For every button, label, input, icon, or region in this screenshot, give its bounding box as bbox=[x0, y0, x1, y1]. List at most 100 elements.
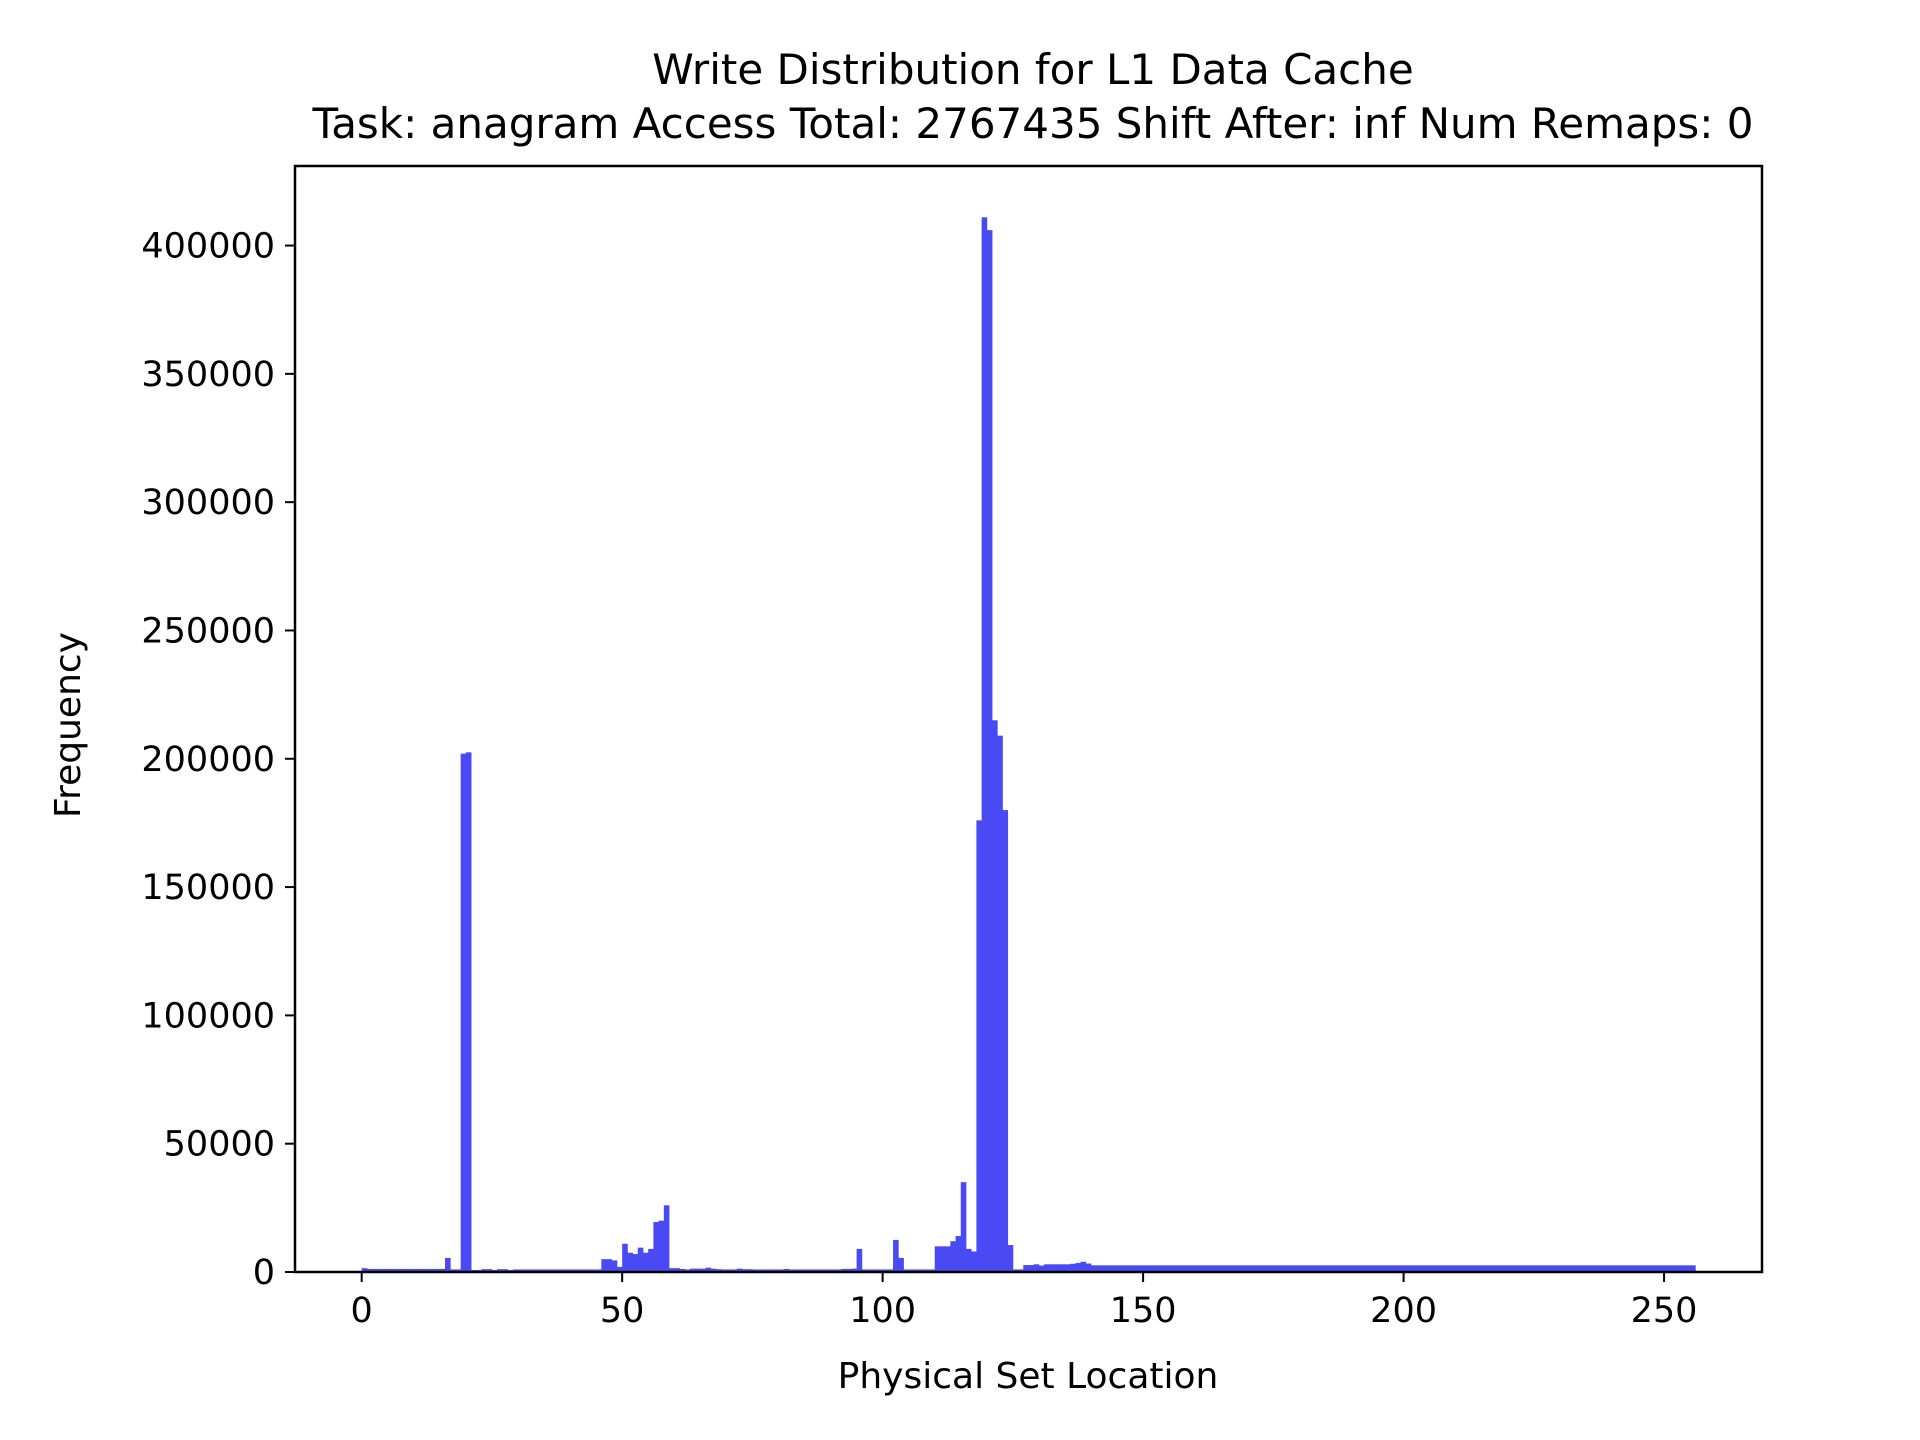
x-tick-label: 150 bbox=[1110, 1291, 1177, 1331]
histogram-bar bbox=[773, 1269, 779, 1272]
histogram-bar bbox=[648, 1248, 654, 1272]
histogram-bar bbox=[1049, 1264, 1055, 1272]
histogram-bar bbox=[674, 1268, 680, 1272]
histogram-bar bbox=[731, 1269, 738, 1272]
histogram-bar bbox=[1023, 1265, 1029, 1272]
histogram-bar bbox=[1044, 1264, 1050, 1272]
histogram-bar bbox=[945, 1246, 951, 1272]
histogram-bar bbox=[903, 1269, 910, 1272]
histogram-bar bbox=[965, 1248, 972, 1272]
histogram-bar bbox=[361, 1268, 368, 1272]
histogram-bar bbox=[788, 1269, 795, 1272]
histogram-bar bbox=[1007, 1245, 1014, 1272]
histogram-bar bbox=[820, 1269, 826, 1272]
histogram-bar bbox=[762, 1269, 769, 1272]
histogram-bar bbox=[643, 1252, 649, 1272]
histogram-bar bbox=[382, 1268, 389, 1272]
histogram-bar bbox=[867, 1269, 873, 1272]
histogram-bar-tail bbox=[1091, 1265, 1696, 1272]
histogram-bar bbox=[377, 1268, 383, 1272]
histogram-bar bbox=[1064, 1264, 1071, 1272]
histogram-bar bbox=[898, 1257, 904, 1272]
histogram-bar bbox=[564, 1269, 571, 1272]
histogram-bar bbox=[554, 1269, 561, 1272]
histogram-bar bbox=[486, 1269, 493, 1272]
histogram-bar bbox=[533, 1269, 540, 1272]
histogram-bar bbox=[616, 1266, 623, 1272]
chart-title: Write Distribution for L1 Data Cache bbox=[652, 45, 1413, 94]
histogram-bar bbox=[768, 1269, 774, 1272]
histogram-bar bbox=[1070, 1263, 1076, 1272]
histogram-bar bbox=[877, 1269, 884, 1272]
histogram-bar bbox=[1002, 810, 1009, 1272]
histogram-bar bbox=[465, 752, 472, 1272]
histogram-bar bbox=[585, 1269, 592, 1272]
histogram-bar bbox=[559, 1269, 566, 1272]
x-tick-label: 250 bbox=[1631, 1291, 1698, 1331]
histogram-bar bbox=[611, 1260, 618, 1272]
histogram-bar bbox=[830, 1269, 837, 1272]
histogram-bar bbox=[997, 735, 1003, 1272]
histogram-bar bbox=[976, 820, 983, 1272]
histogram-bar bbox=[450, 1269, 456, 1272]
histogram-bar bbox=[1028, 1265, 1035, 1272]
chart-subtitle: Task: anagram Access Total: 2767435 Shif… bbox=[311, 99, 1753, 148]
histogram-bar bbox=[372, 1268, 378, 1272]
histogram-bar bbox=[1012, 1269, 1019, 1272]
y-tick-label: 150000 bbox=[141, 868, 275, 908]
y-tick-label: 200000 bbox=[141, 740, 275, 780]
histogram-bar bbox=[575, 1269, 581, 1272]
histogram-bar bbox=[403, 1268, 409, 1272]
x-tick-label: 100 bbox=[849, 1291, 916, 1331]
histogram-bar bbox=[429, 1268, 436, 1272]
x-axis-label: Physical Set Location bbox=[838, 1356, 1219, 1397]
histogram-bar bbox=[856, 1248, 863, 1272]
plot-frame bbox=[293, 164, 1764, 1274]
histogram-bar bbox=[799, 1269, 805, 1272]
histogram-bar bbox=[700, 1268, 706, 1272]
histogram-bar bbox=[778, 1269, 785, 1272]
histogram-bar bbox=[580, 1269, 587, 1272]
histogram-bar bbox=[434, 1268, 441, 1272]
y-tick-label: 300000 bbox=[141, 483, 275, 523]
histogram-bar bbox=[752, 1269, 759, 1272]
histogram-bar bbox=[913, 1269, 920, 1272]
histogram-bar bbox=[637, 1247, 644, 1272]
histogram-bar bbox=[689, 1268, 696, 1272]
histogram-bar bbox=[1054, 1264, 1061, 1272]
histogram-bar bbox=[705, 1267, 712, 1272]
histogram-bar bbox=[715, 1269, 722, 1272]
histogram-bar bbox=[783, 1268, 790, 1272]
x-tick-label: 50 bbox=[600, 1291, 645, 1331]
histogram-bar bbox=[658, 1220, 665, 1272]
histogram-bar bbox=[1033, 1264, 1040, 1272]
x-tick-label: 0 bbox=[351, 1291, 373, 1331]
histogram-bar bbox=[1018, 1269, 1024, 1272]
histogram-bar bbox=[424, 1268, 430, 1272]
histogram-bar bbox=[934, 1246, 941, 1272]
histogram-bar bbox=[939, 1246, 946, 1272]
histogram-bar bbox=[366, 1268, 373, 1272]
histogram-bar bbox=[512, 1269, 519, 1272]
histogram-bar bbox=[392, 1268, 399, 1272]
histogram-bar bbox=[794, 1269, 800, 1272]
bar-series bbox=[361, 217, 1696, 1272]
histogram-bar bbox=[710, 1268, 717, 1272]
histogram-bar bbox=[684, 1269, 691, 1272]
histogram-bar bbox=[971, 1251, 977, 1272]
histogram-bar bbox=[809, 1269, 816, 1272]
histogram-bar bbox=[528, 1269, 534, 1272]
histogram-bar bbox=[669, 1268, 675, 1272]
histogram-bar bbox=[747, 1269, 753, 1272]
histogram-bar bbox=[497, 1269, 503, 1272]
histogram-bar bbox=[418, 1268, 425, 1272]
histogram-bar bbox=[908, 1269, 915, 1272]
histogram-bar bbox=[627, 1252, 633, 1272]
histogram-bar bbox=[387, 1268, 394, 1272]
histogram-bar bbox=[632, 1254, 639, 1272]
histogram-bar bbox=[663, 1205, 670, 1272]
histogram-bar bbox=[919, 1269, 925, 1272]
histogram-bar bbox=[955, 1236, 962, 1272]
histogram-bar bbox=[757, 1269, 764, 1272]
